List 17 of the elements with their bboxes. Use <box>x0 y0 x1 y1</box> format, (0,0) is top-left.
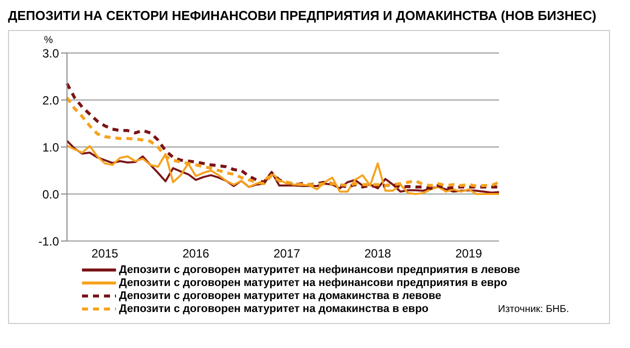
x-tick-label: 2018 <box>364 246 392 261</box>
x-tick-label: 2019 <box>455 246 482 261</box>
x-tick-label: 2015 <box>92 246 119 261</box>
x-tick-label: 2017 <box>273 246 300 261</box>
y-tick-label: 2.0 <box>42 93 60 108</box>
text: Източник: БНБ. <box>498 304 569 315</box>
y-tick-label: 3.0 <box>42 46 60 60</box>
y-tick-label: 0.0 <box>42 187 60 202</box>
x-tick-label: 2016 <box>182 246 210 261</box>
legend-label: Депозити с договорен матуритет на домакинства в евро <box>119 302 429 314</box>
legend-label: Депозити с договорен матуритет на нефинансови предприятия в евро <box>119 276 508 288</box>
chart-title: ДЕПОЗИТИ НА СЕКТОРИ НЕФИНАНСОВИ ПРЕДПРИЯТИЯ И ДОМАКИНСТВА (НОВ БИЗНЕС) <box>8 8 598 25</box>
y-axis-title: % <box>44 35 53 46</box>
y-tick-label: 1.0 <box>42 140 60 154</box>
y-tick-label: -1.0 <box>38 234 60 248</box>
legend-label: Депозити с договорен матуритет на домакинства в левове <box>119 290 442 302</box>
legend-label: Депозити с договорен матуритет на нефинансови предприятия в левове <box>119 264 520 276</box>
